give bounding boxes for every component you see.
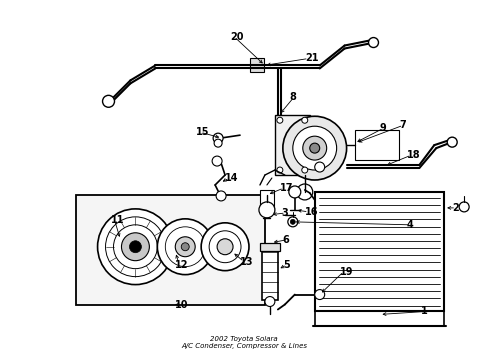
Text: 10: 10 (175, 300, 188, 310)
Circle shape (368, 37, 378, 48)
Circle shape (181, 243, 189, 251)
Text: 16: 16 (304, 207, 318, 217)
Circle shape (217, 239, 233, 255)
Text: 18: 18 (407, 150, 420, 160)
Circle shape (121, 233, 149, 261)
Circle shape (458, 202, 468, 212)
Bar (262, 245, 277, 300)
Circle shape (288, 186, 300, 198)
Circle shape (292, 126, 336, 170)
Text: 17: 17 (279, 183, 293, 193)
Circle shape (287, 217, 297, 227)
Text: 11: 11 (110, 215, 124, 225)
Circle shape (264, 297, 274, 306)
Circle shape (129, 241, 141, 253)
Text: 7: 7 (399, 120, 406, 130)
Bar (260, 190, 273, 210)
Circle shape (314, 289, 324, 300)
Bar (314, 192, 443, 311)
Text: 1: 1 (421, 306, 427, 316)
Circle shape (98, 209, 173, 285)
Bar (165, 235, 185, 259)
Circle shape (301, 167, 307, 173)
Bar (274, 115, 309, 175)
Circle shape (290, 219, 295, 224)
Bar (354, 130, 399, 160)
Text: 21: 21 (304, 54, 318, 63)
Circle shape (214, 139, 222, 147)
Text: 2002 Toyota Solara
A/C Condenser, Compressor & Lines: 2002 Toyota Solara A/C Condenser, Compre… (181, 336, 306, 349)
Circle shape (213, 133, 223, 143)
Circle shape (157, 219, 213, 275)
Circle shape (309, 143, 319, 153)
Circle shape (301, 117, 307, 123)
Circle shape (276, 167, 282, 173)
Text: 9: 9 (379, 123, 386, 133)
Bar (76, 195, 264, 305)
Text: 15: 15 (196, 127, 209, 137)
Circle shape (282, 116, 346, 180)
Circle shape (175, 237, 195, 257)
Bar (260, 243, 279, 251)
Circle shape (259, 202, 274, 218)
Circle shape (314, 162, 324, 172)
Circle shape (276, 117, 282, 123)
Circle shape (296, 184, 312, 200)
Bar (249, 58, 264, 72)
Circle shape (212, 156, 222, 166)
Text: 14: 14 (224, 173, 238, 183)
Text: 6: 6 (282, 235, 289, 245)
Text: 12: 12 (175, 260, 188, 270)
Circle shape (102, 95, 114, 107)
Text: 19: 19 (339, 267, 352, 276)
Text: 20: 20 (229, 32, 243, 41)
Text: 3: 3 (281, 208, 288, 218)
Bar (213, 237, 223, 257)
Text: 5: 5 (282, 260, 289, 270)
Text: 4: 4 (406, 220, 412, 230)
Circle shape (201, 223, 248, 271)
Text: 13: 13 (240, 257, 253, 267)
Circle shape (216, 191, 225, 201)
Text: 8: 8 (289, 92, 296, 102)
Text: 2: 2 (451, 203, 458, 213)
Circle shape (302, 136, 326, 160)
Circle shape (447, 137, 456, 147)
